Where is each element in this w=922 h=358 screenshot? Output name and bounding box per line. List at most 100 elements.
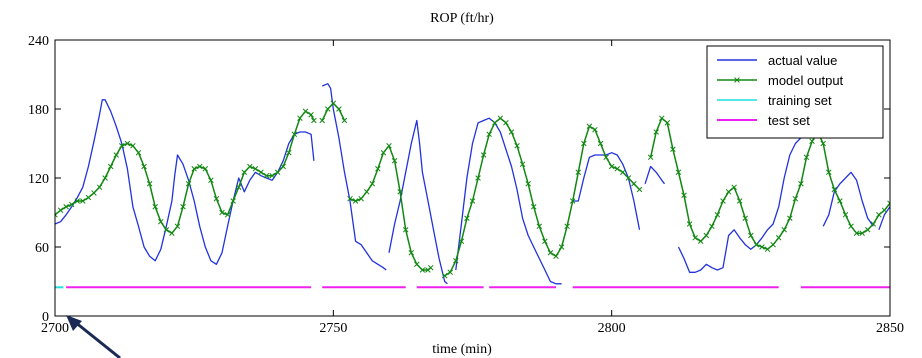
series-model-point-4-10: [703, 232, 710, 239]
series-layer: [55, 83, 915, 289]
legend: actual value model output training set t…: [706, 45, 884, 139]
series-model-point-0-38: [263, 172, 270, 179]
series-model-point-4-16: [736, 198, 743, 204]
series-model-point-3-16: [530, 203, 537, 210]
legend-swatch-model: [717, 77, 757, 83]
series-model-point-4-2: [659, 115, 665, 121]
series-model-point-3-2: [453, 258, 459, 264]
y-tick-label: 180: [28, 103, 49, 118]
series-model-point-0-8: [96, 184, 103, 190]
series-model-point-0-16: [141, 163, 147, 170]
series-model-point-1-2: [330, 100, 337, 107]
series-model-point-4-47: [910, 164, 915, 169]
series-model-point-3-6: [475, 175, 481, 181]
series-model-point-4-3: [664, 120, 671, 126]
series-model-point-4-36: [848, 223, 854, 230]
series-model-point-4-14: [725, 189, 732, 195]
x-tick-label: 2750: [319, 321, 347, 336]
series-model-point-1-4: [341, 117, 348, 124]
series-model-point-0-32: [230, 198, 236, 204]
series-model-point-0-10: [107, 163, 114, 170]
series-model-point-4-20: [759, 244, 765, 250]
series-model-point-0-3: [68, 201, 75, 208]
legend-label-actual: actual value: [768, 53, 837, 68]
series-model-point-3-4: [464, 215, 470, 222]
series-model-point-3-13: [514, 143, 520, 149]
series-model-point-0-45: [302, 108, 309, 115]
series-model-point-0-4: [74, 198, 81, 204]
series-model-point-1-3: [336, 106, 342, 112]
series-model-point-0-18: [152, 203, 158, 210]
series-model-point-2-7: [386, 143, 392, 149]
arrow-annotation: [66, 315, 121, 358]
series-model-point-4-24: [781, 226, 787, 233]
series-model-point-0-6: [85, 194, 92, 201]
series-model-point-4-43: [887, 200, 890, 207]
series-model-point-0-39: [269, 172, 275, 179]
series-model-point-0-23: [180, 203, 186, 210]
series-model-point-0-36: [252, 166, 259, 172]
series-model-point-4-23: [775, 235, 782, 241]
legend-label-model: model output: [768, 73, 844, 88]
series-model-point-4-26: [792, 195, 799, 202]
series-model-point-1-1: [325, 106, 331, 112]
series-model-line-2: [349, 145, 432, 271]
series-model-point-4-34: [837, 198, 843, 204]
series-model-point-3-11: [503, 120, 509, 126]
series-model-point-2-0: [347, 195, 353, 202]
legend-model-marker: [734, 77, 740, 83]
series-model-point-4-4: [670, 146, 676, 153]
series-model-point-3-7: [480, 152, 487, 158]
series-model-point-0-24: [185, 180, 192, 187]
series-model-point-2-12: [414, 261, 420, 268]
series-model-point-3-28: [597, 140, 604, 147]
series-model-point-4-5: [675, 169, 682, 176]
series-model-point-4-0: [647, 154, 654, 161]
series-model-point-4-18: [748, 232, 754, 239]
series-model-point-4-37: [853, 230, 860, 236]
series-model-point-3-21: [558, 244, 565, 250]
series-model-point-4-35: [842, 212, 849, 218]
series-model-point-0-43: [291, 131, 298, 138]
plot-area: [55, 83, 915, 289]
series-model-point-4-31: [820, 140, 826, 147]
series-model-point-1-0: [319, 117, 325, 124]
series-model-point-2-5: [375, 166, 381, 172]
series-model-point-0-20: [163, 226, 170, 233]
series-model-point-4-46: [904, 170, 909, 175]
series-model-point-4-11: [709, 223, 715, 230]
legend-label-training: training set: [768, 93, 832, 108]
series-model-point-4-25: [787, 215, 793, 222]
series-model-point-0-2: [63, 203, 69, 210]
series-model-point-0-31: [224, 212, 231, 218]
y-tick-label: 120: [28, 172, 49, 187]
series-model-point-0-35: [247, 163, 253, 170]
series-model-point-3-34: [631, 180, 637, 187]
series-model-point-4-42: [881, 207, 888, 213]
series-model-point-4-9: [697, 238, 704, 245]
series-model-point-0-37: [258, 169, 264, 176]
series-model-point-3-0: [441, 272, 448, 279]
series-model-point-3-10: [497, 115, 504, 121]
series-model-point-2-8: [391, 157, 398, 164]
series-model-point-4-45: [899, 178, 904, 183]
series-model-point-4-22: [770, 241, 776, 248]
y-tick-label: 0: [42, 310, 49, 325]
series-model-point-0-22: [174, 223, 181, 230]
series-model-point-3-18: [542, 238, 548, 245]
series-actual-line-2: [388, 119, 448, 285]
series-model-point-4-32: [826, 169, 832, 176]
series-model-point-3-1: [447, 269, 453, 276]
series-model-point-0-0: [55, 212, 58, 218]
series-model-point-0-42: [286, 149, 292, 156]
series-actual-line-7: [822, 171, 874, 227]
series-actual-line-5: [644, 165, 666, 185]
series-model-point-3-8: [486, 131, 492, 138]
x-tick-label: 2700: [41, 321, 69, 336]
series-model-point-0-27: [202, 166, 209, 172]
series-model-point-2-13: [419, 267, 426, 273]
series-model-point-0-12: [119, 143, 125, 149]
series-model-point-4-27: [798, 180, 804, 187]
series-model-point-0-28: [208, 177, 214, 184]
series-model-point-3-25: [581, 140, 587, 147]
